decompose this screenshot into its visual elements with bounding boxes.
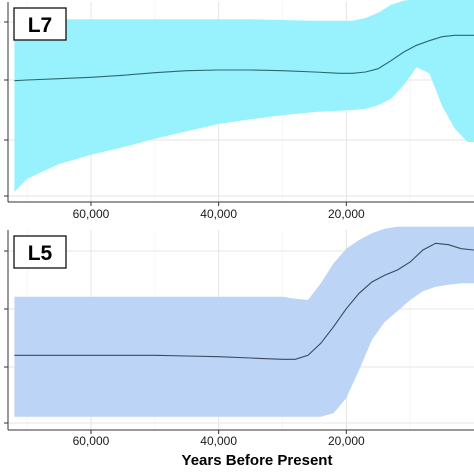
x-tick-label: 60,000 bbox=[73, 207, 110, 221]
x-tick-label: 40,000 bbox=[200, 207, 237, 221]
panel-label: L5 bbox=[28, 242, 53, 265]
x-tick-label: 20,000 bbox=[328, 434, 365, 448]
panel-label-box bbox=[13, 235, 67, 269]
confidence-band bbox=[14, 226, 474, 417]
x-axis-title: Years Before Present bbox=[182, 452, 333, 469]
median-line bbox=[14, 242, 474, 360]
panel-l7: 60,000 40,000 20,000 L7 bbox=[4, 0, 474, 221]
panel-label: L7 bbox=[28, 14, 53, 37]
confidence-band bbox=[14, 0, 474, 192]
x-tick-label: 20,000 bbox=[328, 207, 365, 221]
panel-l5: 60,000 40,000 20,000 L5 Years Before Present bbox=[4, 226, 474, 469]
x-tick-label: 40,000 bbox=[200, 434, 237, 448]
x-tick-label: 60,000 bbox=[73, 434, 110, 448]
panel-label-box bbox=[13, 7, 67, 41]
median-line bbox=[14, 34, 474, 82]
